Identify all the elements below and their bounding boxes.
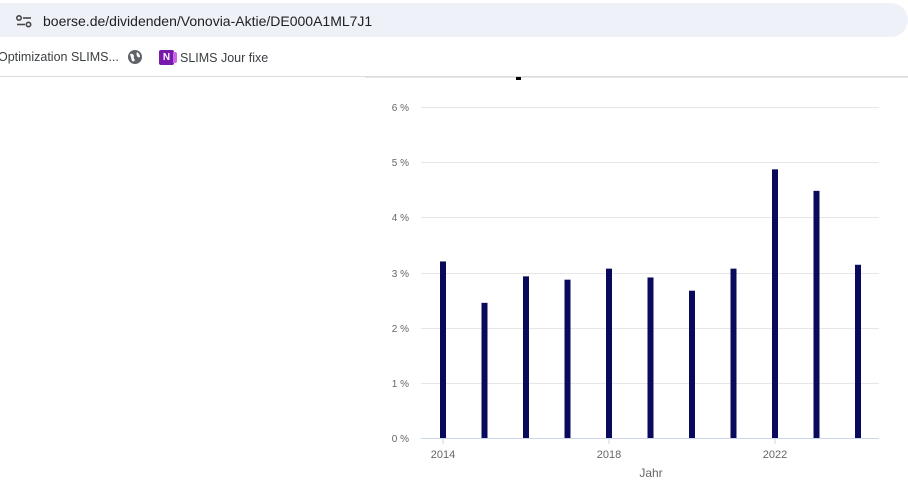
globe-icon[interactable] — [127, 49, 143, 65]
dividend-yield-chart: 0 % 1 % 2 % 3 % 4 % 5 % 6 % 2014 2018 2022 Jahr — [365, 77, 908, 480]
url-text[interactable]: boerse.de/dividenden/Vonovia-Aktie/DE000… — [43, 13, 373, 29]
y-tick-label: 6 % — [392, 103, 409, 114]
bookmarks-bar: Optimization SLIMS... N SLIMS Jour fixe — [0, 40, 908, 77]
y-tick-label: 1 % — [392, 379, 409, 390]
y-tick-label: 0 % — [392, 434, 409, 445]
site-info-tune-icon[interactable] — [15, 14, 33, 28]
bar — [647, 277, 654, 438]
address-bar: boerse.de/dividenden/Vonovia-Aktie/DE000… — [0, 0, 908, 40]
bar — [772, 169, 778, 439]
bookmark-slims-jour-fixe[interactable]: N SLIMS Jour fixe — [159, 50, 268, 65]
bar — [606, 268, 612, 438]
y-tick-label: 4 % — [392, 213, 409, 224]
url-field[interactable]: boerse.de/dividenden/Vonovia-Aktie/DE000… — [0, 3, 908, 37]
bar — [564, 279, 571, 438]
x-tick-label: 2014 — [431, 449, 455, 461]
bookmark-optimization-slims[interactable]: Optimization SLIMS... — [0, 50, 119, 64]
bar — [689, 290, 695, 438]
bookmark-label: Optimization SLIMS... — [0, 50, 119, 64]
y-tick-label: 2 % — [392, 324, 409, 335]
bar — [523, 276, 529, 438]
bar — [730, 268, 737, 438]
y-tick-label: 3 % — [392, 269, 409, 280]
bar — [481, 302, 488, 438]
x-axis-title: Jahr — [639, 466, 662, 480]
page-content: 0 % 1 % 2 % 3 % 4 % 5 % 6 % 2014 2018 2022 Jahr — [0, 77, 908, 489]
bar — [440, 261, 446, 438]
onenote-icon: N — [159, 50, 177, 65]
x-tick-label: 2018 — [597, 449, 621, 461]
x-tick-label: 2022 — [763, 449, 787, 461]
bar — [855, 264, 861, 438]
bookmark-label: SLIMS Jour fixe — [180, 50, 269, 65]
title-remnant — [516, 77, 521, 80]
y-tick-label: 5 % — [392, 158, 409, 169]
bar — [813, 190, 820, 438]
